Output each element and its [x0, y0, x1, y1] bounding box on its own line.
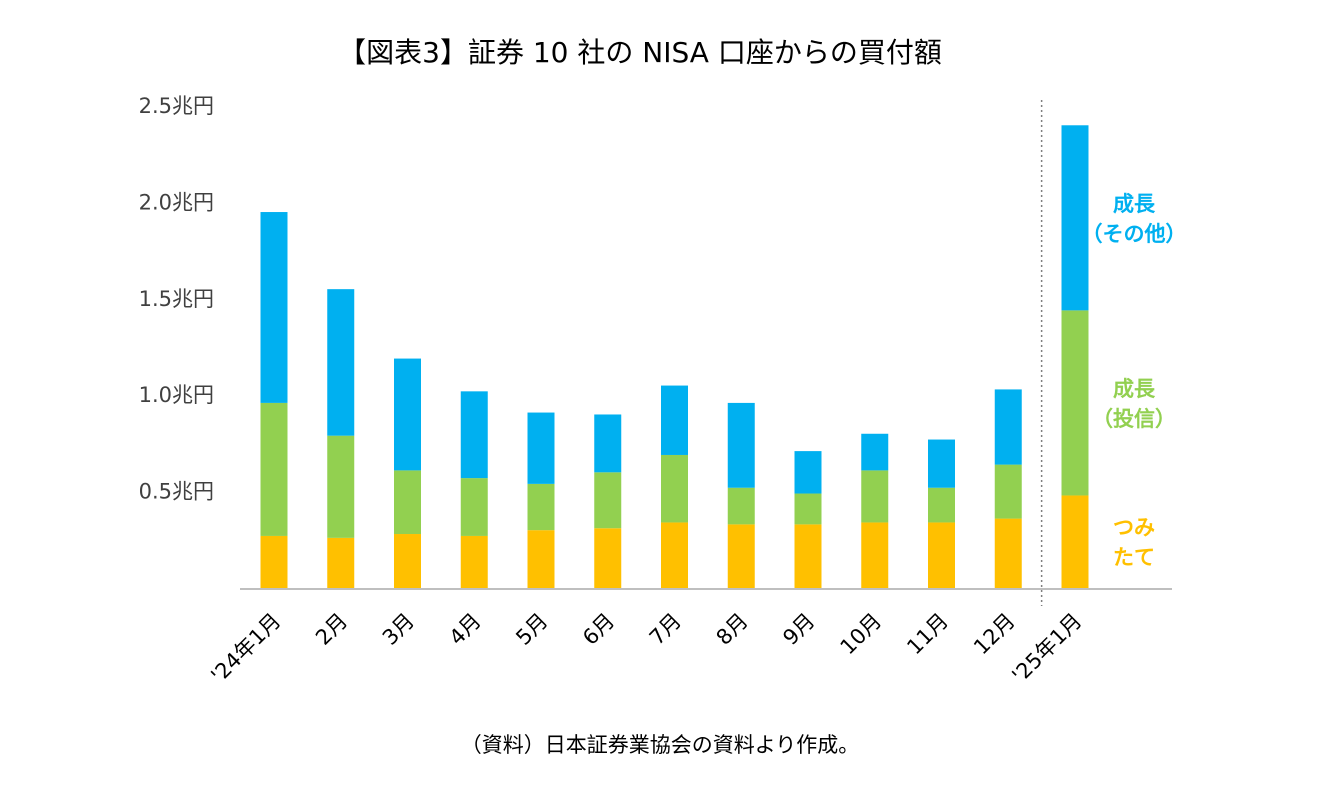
x-tick-label: 10月: [836, 609, 887, 660]
bar-segment-growth-other: [327, 289, 355, 436]
bar-segment-growth-fund: [460, 478, 488, 536]
y-tick-label: 0.5兆円: [139, 480, 214, 504]
bar-segment-growth-fund: [661, 454, 688, 523]
bar-segment-growth-other: [994, 389, 1022, 465]
bar-segment-growth-fund: [260, 402, 288, 536]
bar-segment-growth-other: [861, 433, 889, 471]
bar-segment-tsumitate: [394, 534, 421, 588]
bar-segment-tsumitate: [994, 518, 1022, 588]
x-axis-ticks: '24年1月 2月 3月 4月 5月 6月 7月 8月 9月 10月 11月 12月'25年1月: [206, 609, 1086, 688]
bar-segment-growth-other: [661, 385, 688, 455]
bar-segment-tsumitate: [861, 522, 889, 588]
x-tick-label: 4月: [445, 609, 486, 650]
x-tick-label: 9月: [778, 609, 819, 650]
y-tick-label: 2.5兆円: [139, 94, 214, 118]
x-tick-label: '24年1月: [206, 609, 285, 688]
bar-segment-growth-other: [727, 402, 755, 488]
bar-segment-growth-fund: [327, 435, 355, 538]
chart-title: 【図表3】証券 10 社の NISA 口座からの買付額: [338, 36, 942, 69]
y-axis-ticks: 0.5兆円 1.0兆円 1.5兆円 2.0兆円 2.5兆円: [139, 94, 214, 504]
bar-segment-growth-fund: [394, 470, 421, 535]
bar-segment-tsumitate: [460, 535, 488, 588]
bar-segment-growth-fund: [594, 472, 622, 529]
bar-segment-growth-other: [527, 412, 555, 484]
bar-segment-tsumitate: [594, 528, 622, 588]
x-tick-label: 7月: [645, 609, 686, 650]
x-tick-label: '25年1月: [1007, 609, 1086, 688]
legend-label-growth-other: （その他）: [1082, 222, 1187, 246]
legend-label-tsumitate: たて: [1113, 546, 1155, 570]
bar-segment-growth-other: [394, 358, 421, 471]
bar-segment-tsumitate: [327, 537, 355, 588]
bar-segment-growth-other: [794, 451, 822, 494]
legend-label-growth-fund: （投信）: [1092, 407, 1176, 431]
legend-label-tsumitate: つみ: [1113, 516, 1155, 540]
bar-segment-growth-other: [1061, 125, 1089, 311]
x-tick-label: 2月: [311, 609, 352, 650]
y-tick-label: 1.5兆円: [139, 287, 214, 311]
bar-segment-tsumitate: [928, 522, 955, 588]
x-tick-label: 11月: [902, 609, 953, 660]
bar-segment-tsumitate: [1061, 495, 1089, 588]
legend-label-growth-other: 成長: [1113, 192, 1156, 216]
y-tick-label: 2.0兆円: [139, 190, 214, 214]
bar-segment-growth-fund: [794, 493, 822, 525]
y-tick-label: 1.0兆円: [139, 383, 214, 407]
bar-segment-growth-fund: [928, 487, 955, 523]
bar-segment-growth-other: [260, 212, 288, 403]
bar-segment-tsumitate: [727, 524, 755, 588]
bar-segment-tsumitate: [260, 535, 288, 588]
x-tick-label: 5月: [511, 609, 552, 650]
source-note: （資料）日本証券業協会の資料より作成。: [461, 733, 860, 757]
x-tick-label: 8月: [712, 609, 753, 650]
bar-segment-growth-fund: [861, 470, 889, 523]
bar-group: [260, 125, 1089, 588]
bar-segment-tsumitate: [661, 522, 688, 588]
bar-segment-growth-other: [928, 439, 955, 488]
bar-segment-growth-other: [460, 391, 488, 479]
bar-segment-growth-other: [594, 414, 622, 473]
bar-segment-tsumitate: [527, 530, 555, 588]
x-tick-label: 12月: [969, 609, 1020, 660]
bar-segment-growth-fund: [994, 464, 1022, 519]
bar-segment-growth-fund: [1061, 310, 1089, 496]
legend-label-growth-fund: 成長: [1113, 377, 1156, 401]
x-tick-label: 6月: [578, 609, 619, 650]
bar-segment-growth-fund: [727, 487, 755, 525]
x-tick-label: 3月: [378, 609, 419, 650]
bar-segment-tsumitate: [794, 524, 822, 588]
bar-segment-growth-fund: [527, 483, 555, 531]
